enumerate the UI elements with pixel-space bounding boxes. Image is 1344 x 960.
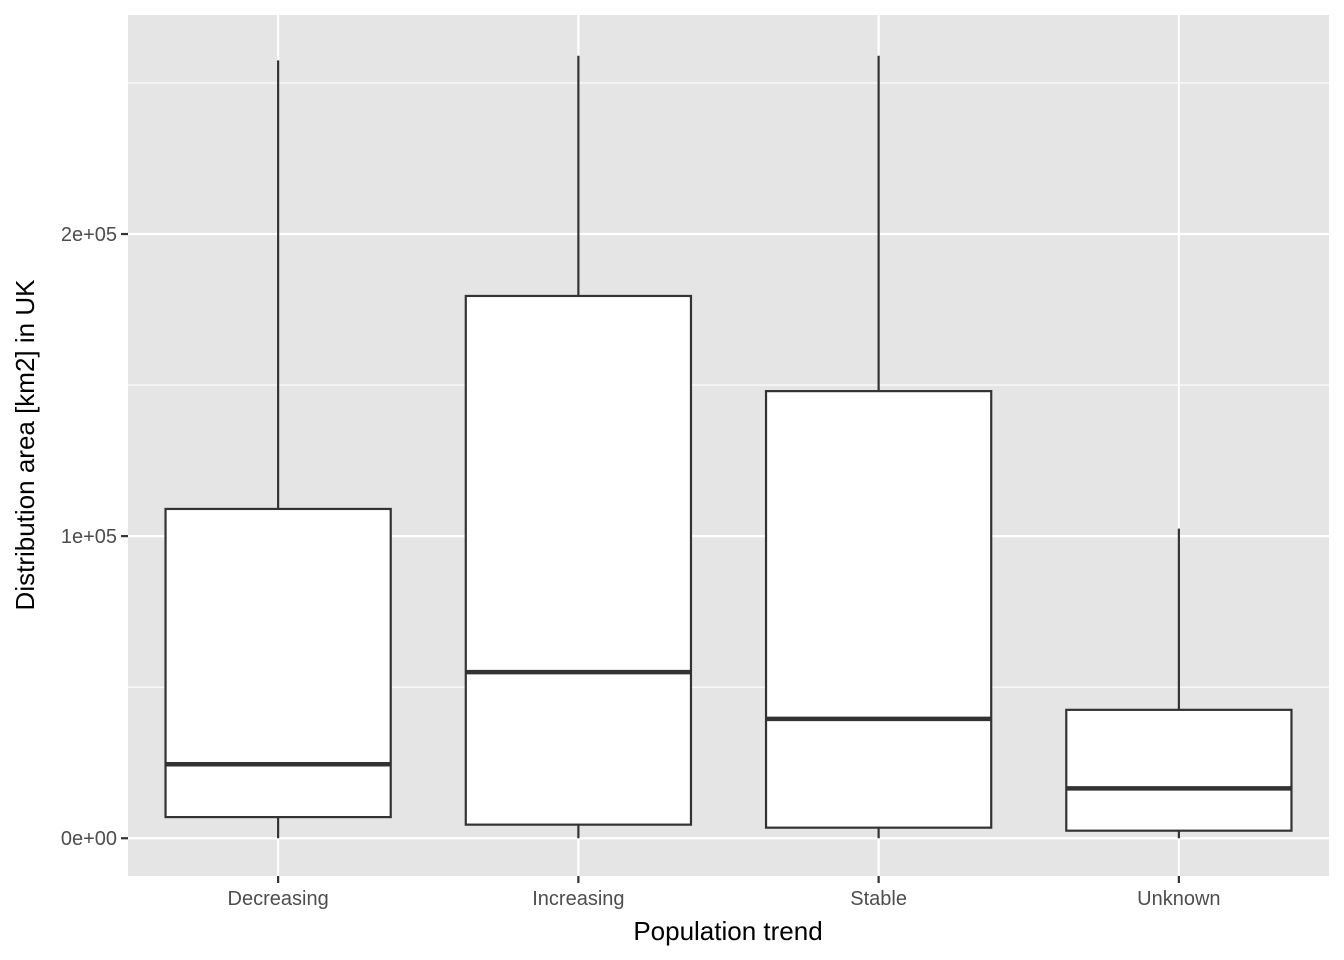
- y-tick-label: 2e+05: [61, 224, 117, 246]
- y-axis-title: Distribution area [km2] in UK: [10, 279, 40, 611]
- x-tick-label: Increasing: [532, 888, 624, 910]
- x-tick-label: Decreasing: [228, 888, 329, 910]
- box-iqr: [764, 390, 993, 829]
- y-axis: 0e+00 1e+05 2e+05: [61, 224, 128, 850]
- box-stable: [764, 55, 993, 839]
- x-tick-label: Stable: [850, 888, 907, 910]
- box-unknown: [1065, 528, 1293, 839]
- x-axis-title: Population trend: [633, 916, 822, 946]
- box-increasing: [464, 55, 693, 839]
- box-iqr: [164, 507, 392, 819]
- box-iqr: [1065, 708, 1293, 832]
- box-iqr: [464, 294, 693, 826]
- boxes: [164, 55, 1293, 839]
- x-tick-label: Unknown: [1137, 888, 1220, 910]
- x-axis: Decreasing Increasing Stable Unknown: [228, 876, 1221, 910]
- box-decreasing: [164, 60, 392, 839]
- y-tick-label: 1e+05: [61, 526, 117, 548]
- y-tick-label: 0e+00: [61, 828, 117, 850]
